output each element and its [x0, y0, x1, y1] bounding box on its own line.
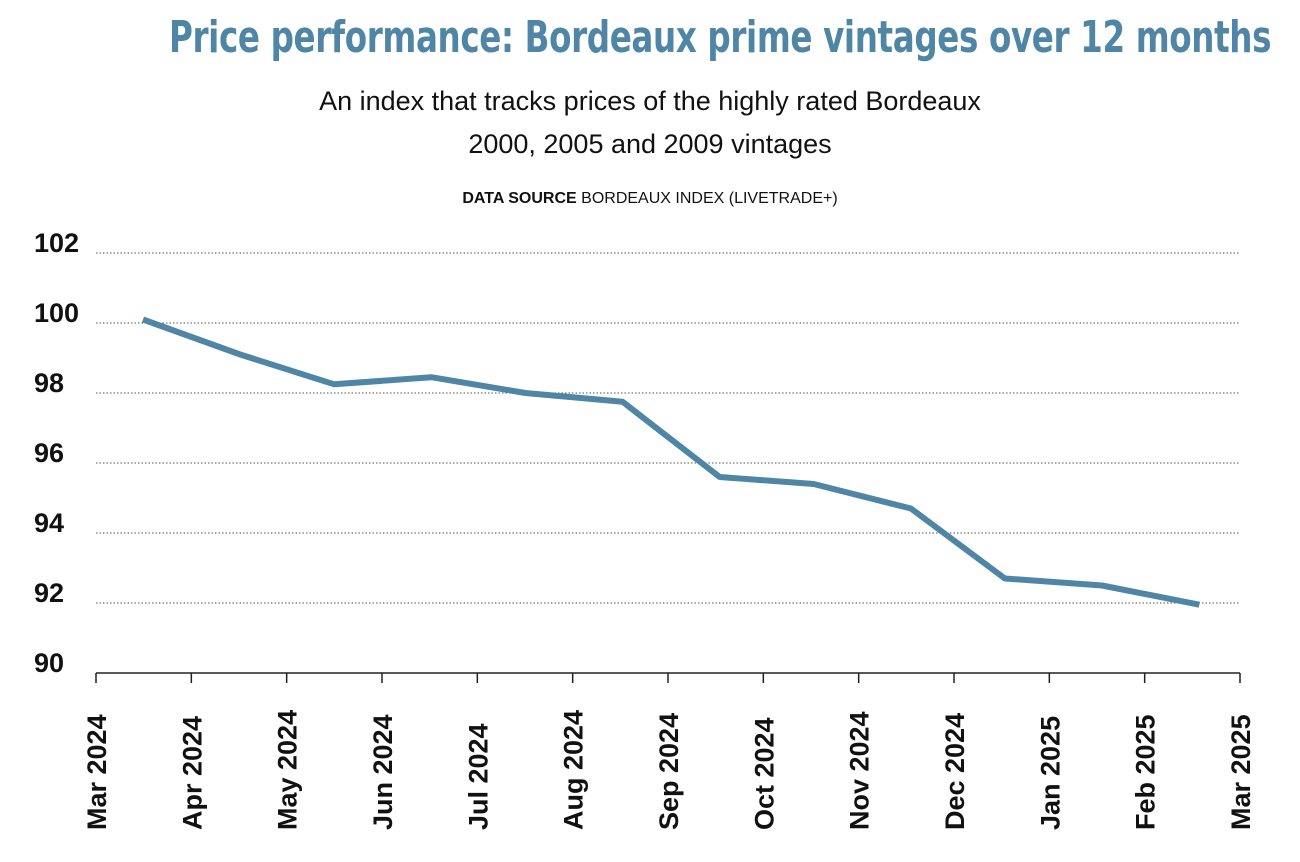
y-tick-label-100: 100	[34, 298, 79, 328]
x-axis	[95, 672, 1241, 683]
chart-title: Price performance: Bordeaux prime vintag…	[169, 12, 1272, 63]
y-tick-label-92: 92	[34, 578, 64, 608]
y-tick-labels: 90 92 94 96 98 100 102	[34, 228, 79, 678]
x-tick-label: Oct 2024	[749, 717, 779, 830]
x-tick-label: Jun 2024	[368, 714, 398, 830]
data-source-label: DATA SOURCE	[462, 190, 577, 207]
x-tick-label: May 2024	[273, 710, 303, 830]
series	[141, 316, 1200, 608]
data-source-note: DATA SOURCE BORDEAUX INDEX (LIVETRADE+)	[0, 190, 1300, 208]
y-tick-label-94: 94	[34, 508, 64, 538]
x-tick-label: Mar 2025	[1226, 714, 1256, 830]
x-tick-label: Dec 2024	[940, 713, 970, 830]
x-tick-label: Jul 2024	[463, 723, 493, 830]
data-source-text: BORDEAUX INDEX (LIVETRADE+)	[581, 190, 838, 207]
x-tick-labels: Mar 2024 Apr 2024 May 2024 Jun 2024 Jul 2024…	[82, 710, 1256, 830]
x-tick-label: Apr 2024	[177, 716, 207, 830]
x-tick-label: Mar 2024	[82, 714, 112, 830]
x-tick-label: Aug 2024	[559, 710, 589, 830]
index-series-line	[141, 316, 1200, 608]
y-tick-label-102: 102	[34, 228, 79, 258]
x-tick-label: Feb 2025	[1131, 714, 1161, 830]
x-tick-label: Nov 2024	[845, 711, 875, 830]
x-tick-label: Jan 2025	[1035, 716, 1065, 830]
gridlines	[96, 252, 1240, 604]
x-tick-label: Sep 2024	[654, 713, 684, 830]
y-tick-label-96: 96	[34, 438, 64, 468]
y-tick-label-90: 90	[34, 648, 64, 678]
y-tick-label-98: 98	[34, 368, 64, 398]
chart-subtitle-line-1: An index that tracks prices of the highl…	[319, 86, 981, 116]
chart-subtitle-line-2: 2000, 2005 and 2009 vintages	[468, 129, 832, 159]
